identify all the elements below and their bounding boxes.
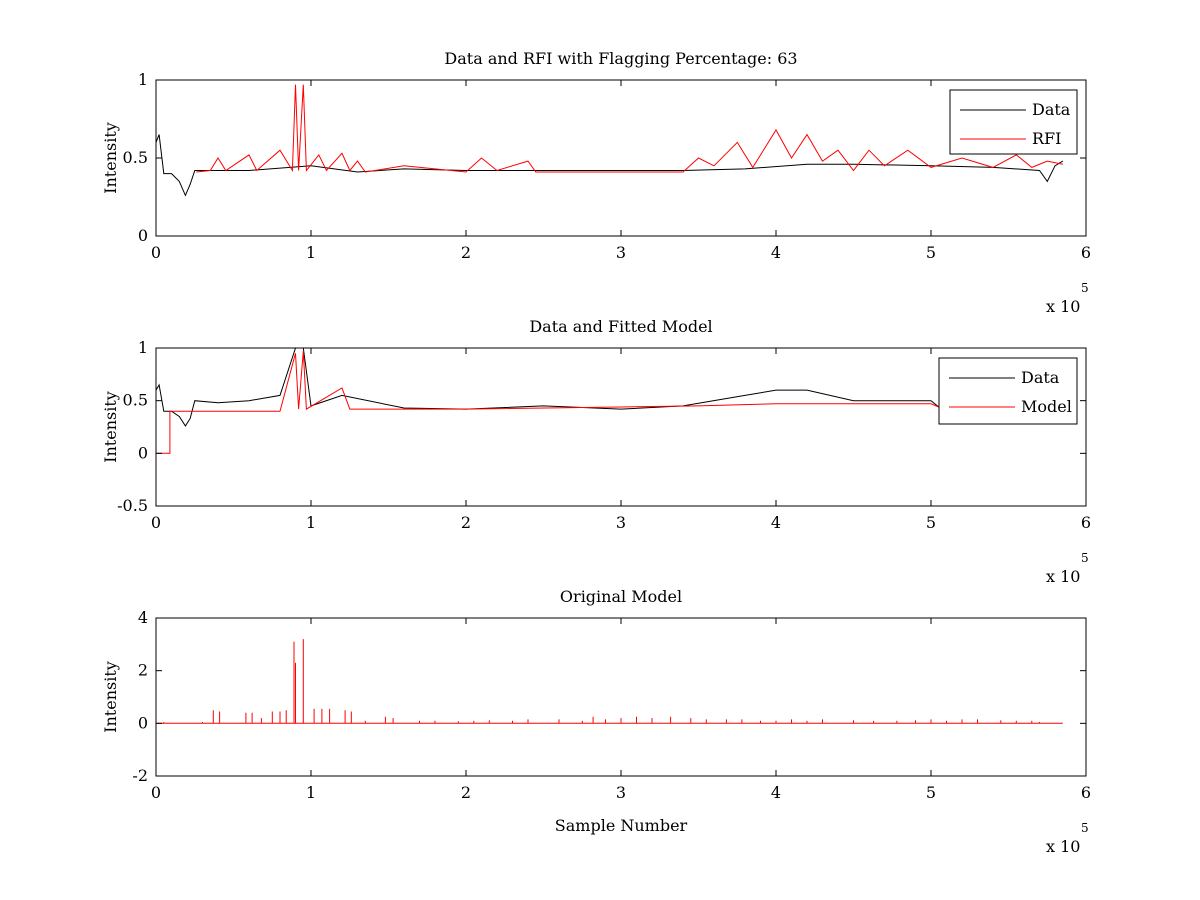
x-tick-label: 4	[771, 783, 781, 802]
x-tick-label: 2	[461, 783, 471, 802]
plot-area	[155, 79, 1087, 237]
y-tick-label: -0.5	[117, 496, 148, 515]
x-tick-label: 6	[1081, 783, 1091, 802]
x-axis-label: Sample Number	[555, 816, 688, 835]
x-tick-label: 3	[616, 243, 626, 262]
series-rfi-line	[196, 84, 1063, 173]
legend-entry: Data	[1021, 368, 1060, 387]
data-region	[156, 639, 1063, 724]
data-region	[156, 84, 1064, 197]
y-tick-label: -2	[132, 766, 148, 785]
x-tick-label: 2	[461, 513, 471, 532]
x-tick-label: 6	[1081, 243, 1091, 262]
x-tick-label: 3	[616, 783, 626, 802]
y-tick-label: 0	[138, 226, 148, 245]
x-axis-multiplier-exponent: 5	[1081, 281, 1089, 295]
x-axis-multiplier: x 10	[1046, 297, 1080, 316]
x-axis-multiplier: x 10	[1046, 567, 1080, 586]
series-model-line	[156, 639, 1063, 724]
y-axis-label: Intensity	[101, 661, 120, 733]
x-tick-label: 5	[926, 783, 936, 802]
legend: Data RFI	[949, 89, 1078, 155]
y-tick-label: 0	[138, 713, 148, 732]
series-data-line	[156, 134, 1064, 197]
y-tick-label: 1	[138, 338, 148, 357]
x-tick-label: 0	[151, 783, 161, 802]
chart-title: Data and Fitted Model	[529, 317, 712, 336]
y-tick-label: 0.5	[123, 148, 148, 167]
data-region	[156, 348, 940, 454]
chart-title: Data and RFI with Flagging Percentage: 6…	[444, 49, 797, 68]
legend-entry: Data	[1032, 100, 1071, 119]
legend-entry: RFI	[1032, 129, 1061, 148]
subplot-1: 0 1 2 3 4 5 6 0 0.5 1 Data and RFI with Flagging P…	[101, 49, 1091, 316]
y-axis-label: Intensity	[101, 391, 120, 463]
x-axis-multiplier: x 10	[1046, 837, 1080, 856]
y-tick-label: 0	[138, 443, 148, 462]
x-tick-label: 5	[926, 513, 936, 532]
x-axis-multiplier-exponent: 5	[1081, 551, 1089, 565]
y-tick-label: 4	[138, 608, 148, 627]
y-tick-label: 2	[138, 661, 148, 680]
x-tick-label: 1	[306, 513, 316, 532]
legend-entry: Model	[1021, 397, 1072, 416]
chart-title: Original Model	[560, 587, 682, 606]
x-tick-label: 0	[151, 243, 161, 262]
series-data-line	[156, 348, 940, 427]
legend-box	[938, 357, 1078, 425]
x-tick-label: 0	[151, 513, 161, 532]
y-tick-label: 1	[138, 70, 148, 89]
x-tick-label: 4	[771, 243, 781, 262]
y-axis-label: Intensity	[101, 122, 120, 194]
legend: Data Model	[938, 357, 1078, 425]
y-tick-label: 0.5	[123, 391, 148, 410]
x-tick-label: 1	[306, 783, 316, 802]
x-axis-multiplier-exponent: 5	[1081, 821, 1089, 835]
x-tick-label: 5	[926, 243, 936, 262]
x-tick-label: 3	[616, 513, 626, 532]
legend-box	[949, 89, 1078, 155]
x-tick-label: 4	[771, 513, 781, 532]
x-tick-label: 6	[1081, 513, 1091, 532]
x-tick-label: 1	[306, 243, 316, 262]
series-model-line	[156, 351, 939, 454]
x-tick-label: 2	[461, 243, 471, 262]
